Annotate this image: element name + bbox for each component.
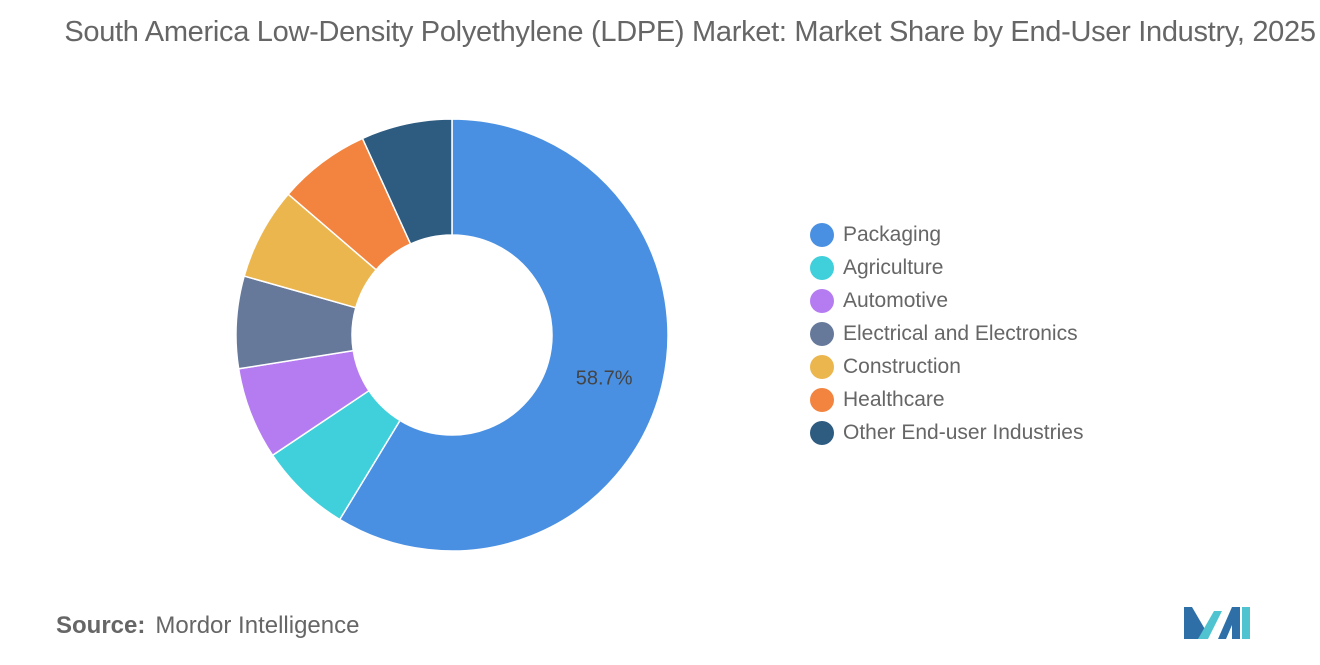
legend-swatch [810, 222, 834, 247]
legend-item-healthcare: Healthcare [810, 383, 1083, 416]
mordor-intelligence-logo [1184, 607, 1250, 639]
legend-swatch [810, 288, 834, 313]
legend-label: Automotive [843, 288, 949, 312]
legend-swatch [810, 420, 834, 445]
logo-mark-middle [1198, 611, 1222, 639]
source-label: Source: [56, 612, 146, 639]
source-line: Source: Mordor Intelligence [56, 612, 359, 640]
legend-label: Electrical and Electronics [843, 321, 1078, 345]
slice-packaging [338, 118, 669, 552]
legend-swatch [810, 354, 834, 379]
legend-item-packaging: Packaging [810, 218, 1083, 251]
legend-label: Healthcare [843, 387, 945, 411]
legend-label: Other End-user Industries [843, 420, 1084, 444]
legend-swatch [810, 255, 834, 280]
legend-swatch [810, 387, 834, 412]
legend-label: Agriculture [843, 255, 944, 279]
slice-other-end-user-industries [361, 118, 453, 245]
legend-item-agriculture: Agriculture [810, 251, 1083, 284]
chart-legend: Packaging Agriculture Automotive Electrical… [810, 218, 1083, 449]
legend-label: Packaging [843, 222, 942, 246]
logo-mark-left [1184, 607, 1206, 639]
chart-title: South America Low-Density Polyethylene (… [64, 16, 1316, 48]
data-label-packaging: 58.7% [576, 368, 633, 390]
data-labels: 58.7% [576, 368, 633, 390]
legend-item-electrical-and-electronics: Electrical and Electronics [810, 317, 1083, 350]
source-text: Mordor Intelligence [155, 612, 360, 639]
legend-swatch [810, 321, 834, 346]
legend-item-construction: Construction [810, 350, 1083, 383]
logo-mark-right [1218, 607, 1240, 639]
donut-slices [235, 118, 669, 552]
legend-label: Construction [843, 354, 961, 378]
legend-item-other-end-user-industries: Other End-user Industries [810, 416, 1083, 449]
logo-mark-edge [1242, 607, 1250, 639]
legend-item-automotive: Automotive [810, 284, 1083, 317]
